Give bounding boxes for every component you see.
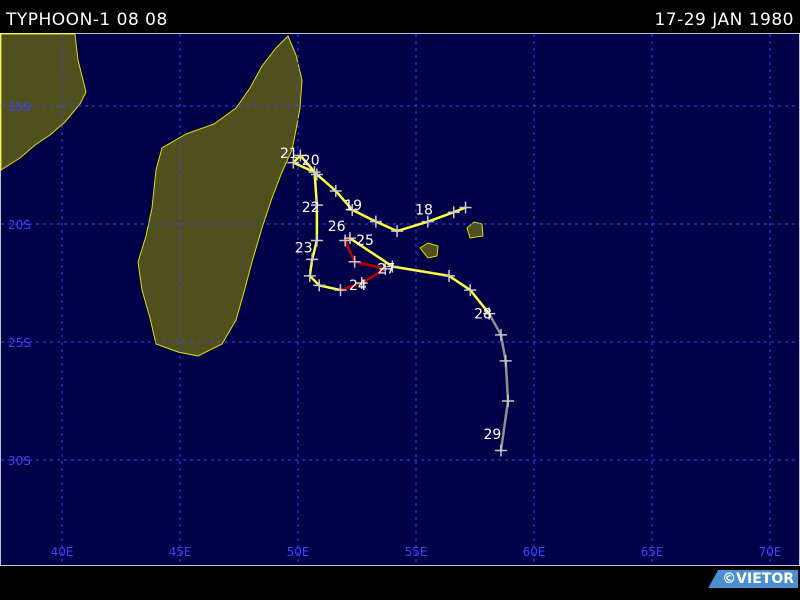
day-label: 22 (302, 200, 320, 216)
day-label: 23 (295, 240, 313, 256)
day-label: 20 (302, 153, 320, 169)
track-segment (360, 267, 387, 285)
track-point-mark (386, 260, 399, 273)
track-point-mark (343, 232, 356, 245)
day-label: 19 (344, 198, 362, 214)
track-segment (292, 161, 316, 174)
track-segment (317, 284, 342, 292)
track-segment (315, 173, 338, 193)
track-segment (353, 260, 387, 271)
track-point-mark (346, 203, 359, 216)
track-segment (487, 312, 503, 337)
track-point-mark (502, 395, 515, 407)
land-reunion (419, 242, 439, 259)
storm-title: TYPHOON-1 08 08 (6, 10, 168, 30)
day-label: 18 (415, 203, 433, 219)
lon-label: 45E (169, 545, 192, 559)
track-segment (374, 220, 399, 233)
track-segment (334, 189, 354, 212)
track-point-mark (303, 269, 316, 282)
day-label: 24 (349, 278, 367, 294)
track-point-mark (464, 284, 477, 297)
track-point-mark (379, 262, 392, 275)
land-africa (0, 33, 87, 171)
track-segment (351, 208, 378, 223)
credit-badge: ©VIETOR (708, 570, 798, 588)
track-segment (310, 239, 319, 261)
day-label: 26 (328, 219, 346, 235)
track-point-mark (310, 199, 323, 212)
ocean (0, 33, 800, 566)
track-map: 40E 45E 50E 55E 60E 65E 70E 15S 20S 25S 30S 18 19 20… (0, 33, 800, 566)
track-segment (452, 206, 467, 214)
track-point-mark (313, 279, 326, 292)
track-point-mark (329, 184, 342, 197)
lon-label: 65E (641, 545, 664, 559)
lat-label: 30S (8, 454, 31, 468)
track-point-mark (421, 215, 434, 228)
day-label: 27 (377, 262, 395, 278)
track-point-mark (355, 277, 368, 289)
track-point-mark (494, 328, 507, 341)
date-range: 17-29 JAN 1980 (654, 10, 794, 30)
lon-label: 55E (405, 545, 428, 559)
track-point-mark (306, 253, 319, 266)
lon-label: 50E (287, 545, 310, 559)
track-segment (343, 239, 356, 264)
track-point-mark (499, 354, 512, 367)
track-segment (391, 265, 451, 278)
storm-track (287, 149, 515, 457)
track-point-mark (443, 269, 456, 282)
track-point-mark (369, 215, 382, 228)
track-point-mark (308, 166, 321, 179)
track-point-mark (483, 307, 496, 320)
track-point-mark (391, 225, 404, 238)
track-point-mark (287, 156, 300, 169)
land-mauritius (466, 221, 484, 239)
lon-label: 40E (51, 545, 74, 559)
day-label: 29 (484, 427, 502, 443)
track-segment (339, 281, 363, 292)
lat-label: 15S (8, 100, 31, 114)
track-point-mark (310, 168, 323, 181)
track-point-mark (334, 284, 347, 297)
track-segment (308, 274, 321, 287)
land-madagascar (137, 35, 303, 357)
lon-label: 70E (759, 545, 782, 559)
track-point-mark (294, 149, 307, 162)
track-segment (504, 359, 510, 403)
track-segment (292, 154, 302, 164)
track-point-mark (447, 206, 460, 219)
track-point-mark (459, 201, 472, 214)
lon-label: 60E (523, 545, 546, 559)
track-segment (426, 210, 456, 223)
track-segment (395, 220, 430, 233)
track-point-mark (310, 234, 323, 247)
track-segment (447, 274, 472, 292)
lat-label: 25S (8, 336, 31, 350)
track-point-mark (494, 444, 507, 457)
lat-label: 20S (8, 218, 31, 232)
day-label: 21 (280, 146, 298, 162)
track-segment (469, 288, 491, 315)
track-point-mark (348, 255, 361, 268)
track-segment (348, 236, 394, 268)
day-label: 25 (356, 233, 374, 249)
track-segment (499, 333, 507, 363)
day-label: 28 (474, 306, 492, 322)
lat-lon-grid: 40E 45E 50E 55E 60E 65E 70E 15S 20S 25S 30S (1, 34, 799, 565)
track-segment (499, 399, 510, 452)
